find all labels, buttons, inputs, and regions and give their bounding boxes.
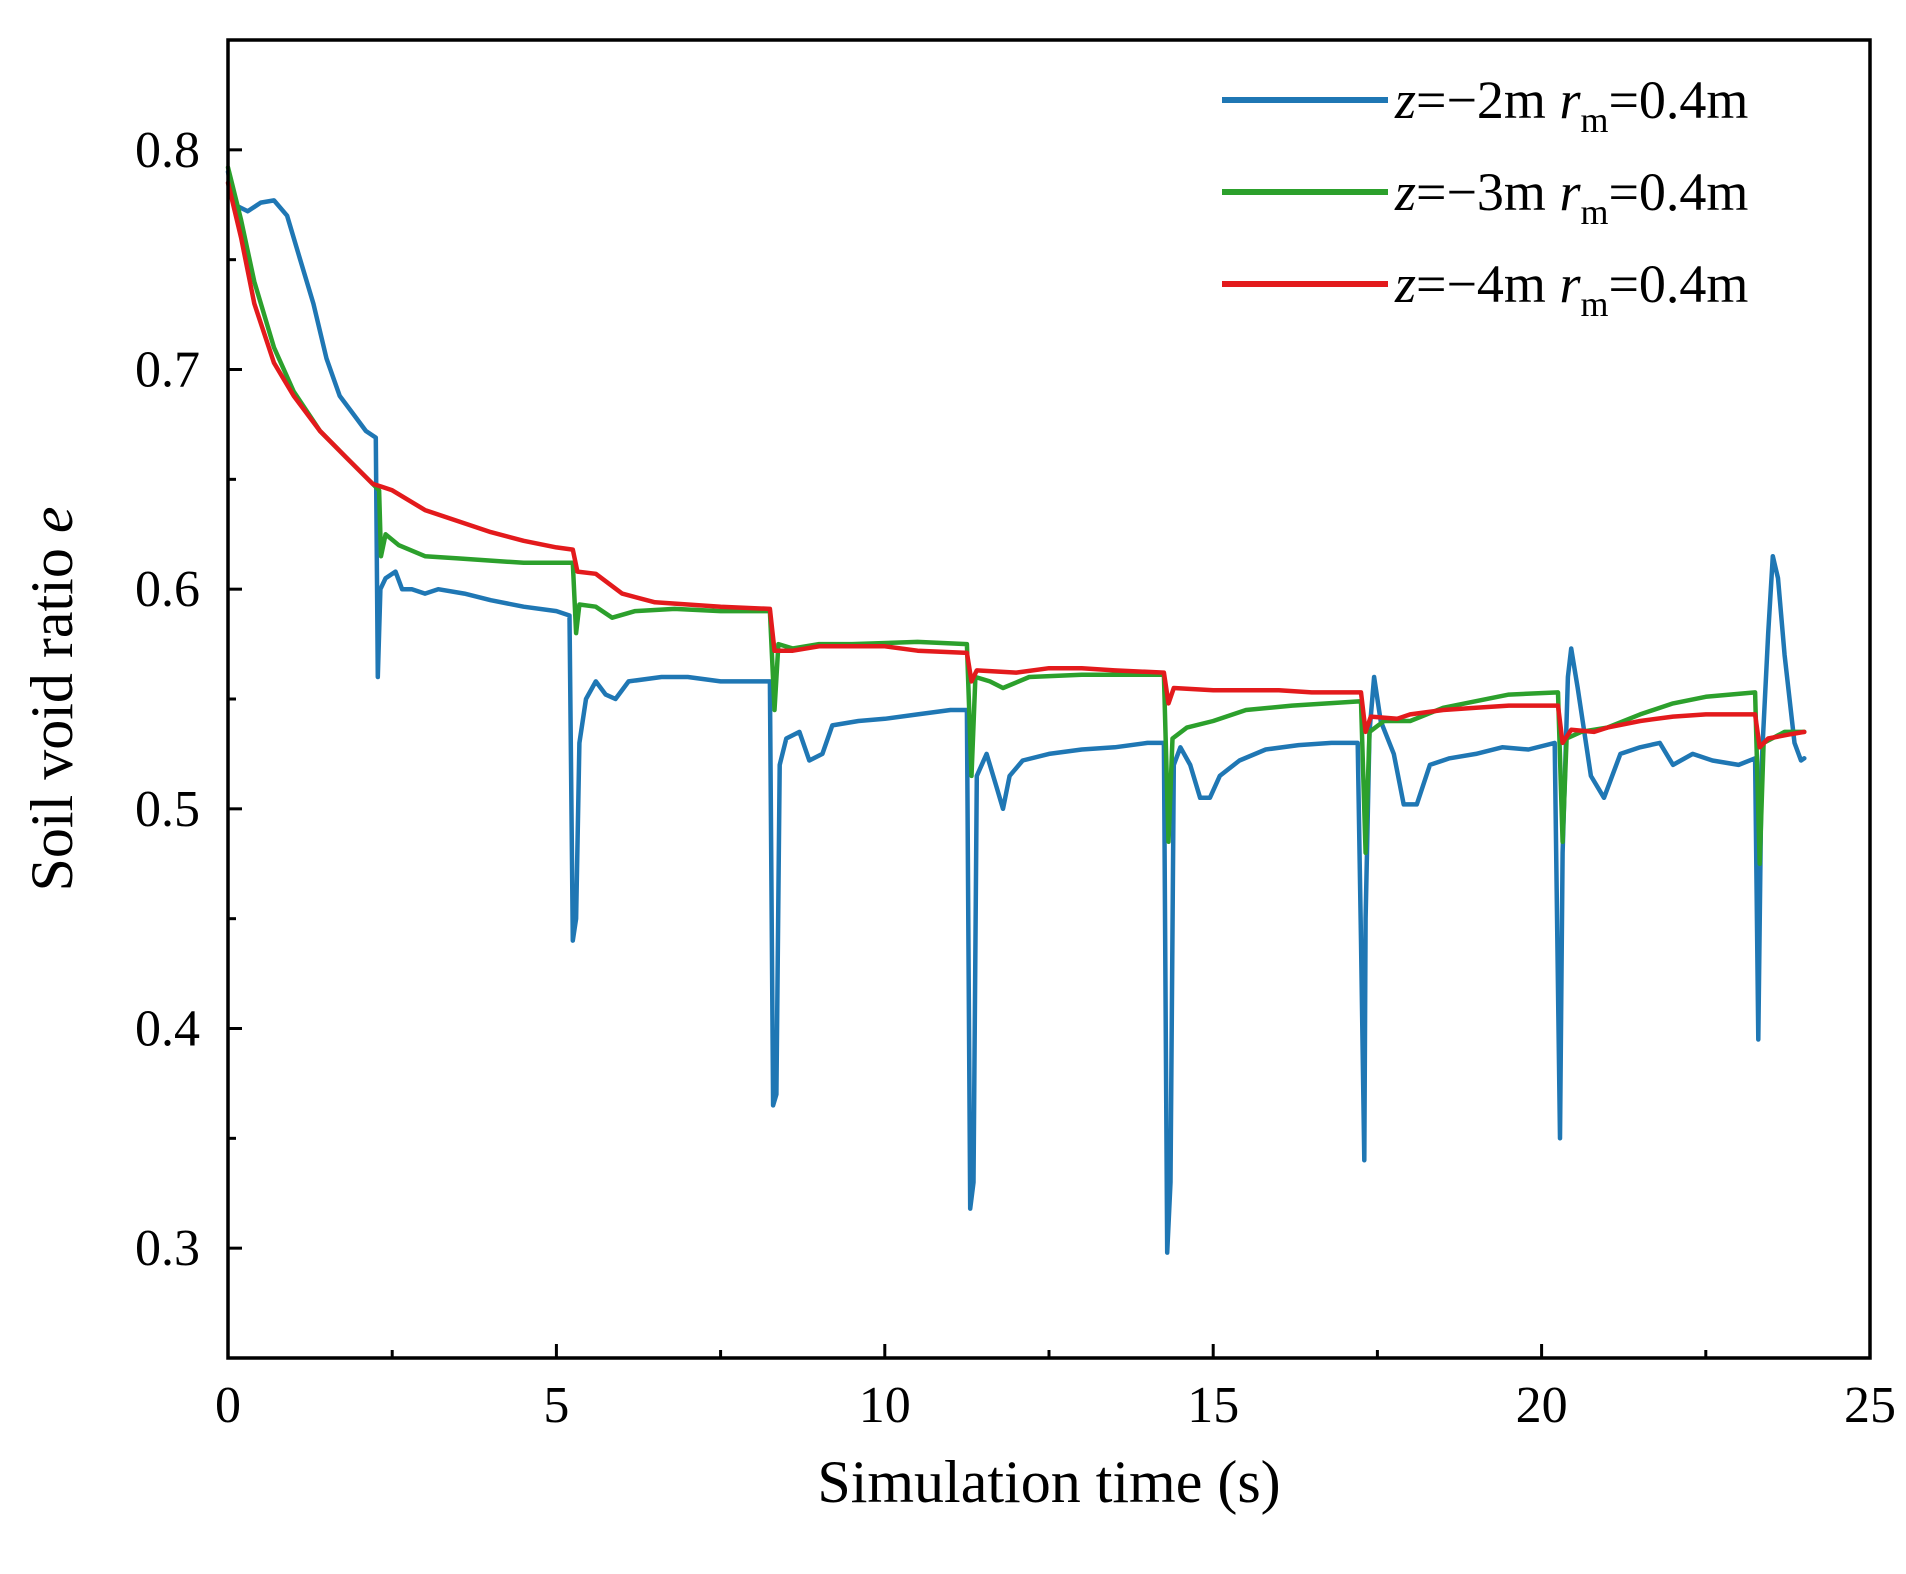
legend-depth: =−3m: [1416, 162, 1559, 222]
legend-sub: m: [1580, 100, 1608, 140]
legend-z: z: [1394, 162, 1416, 222]
y-axis-title-variable: e: [19, 507, 85, 534]
legend-label-3: z=−4m rm=0.4m: [1394, 254, 1748, 324]
legend-r: r: [1559, 162, 1581, 222]
legend-sub: m: [1580, 192, 1608, 232]
x-tick-label: 10: [859, 1377, 911, 1434]
y-axis-title-main: Soil void ratio: [19, 533, 85, 891]
legend: z=−2m rm=0.4mz=−3m rm=0.4mz=−4m rm=0.4m: [1222, 70, 1748, 324]
x-axis-title: Simulation time (s): [817, 1449, 1280, 1515]
ticks-layer: 0 5 10 15 20 25 0.3 0.4 0.5 0.6 0.7 0.8: [135, 38, 1896, 1434]
legend-sub: m: [1580, 284, 1608, 324]
x-tick-label: 0: [215, 1377, 241, 1434]
y-tick-label: 0.3: [135, 1220, 200, 1277]
series-layer: [225, 165, 1807, 1255]
x-tick-label: 15: [1187, 1377, 1239, 1434]
y-tick-label: 0.6: [135, 561, 200, 618]
legend-label-1: z=−2m rm=0.4m: [1394, 70, 1748, 140]
series-line-1: [225, 169, 1807, 1255]
y-tick-label: 0.7: [135, 342, 200, 399]
series-line-3: [225, 180, 1807, 750]
legend-depth: =−2m: [1416, 70, 1559, 130]
legend-r: r: [1559, 254, 1581, 314]
legend-radius: =0.4m: [1608, 70, 1748, 130]
x-tick-label: 5: [543, 1377, 569, 1434]
y-tick-label: 0.5: [135, 781, 200, 838]
legend-depth: =−4m: [1416, 254, 1559, 314]
y-tick-label: 0.8: [135, 122, 200, 179]
legend-r: r: [1559, 70, 1581, 130]
legend-z: z: [1394, 254, 1416, 314]
legend-label-2: z=−3m rm=0.4m: [1394, 162, 1748, 232]
x-tick-label: 25: [1844, 1377, 1896, 1434]
x-tick-label: 20: [1516, 1377, 1568, 1434]
series-line-2: [225, 165, 1807, 867]
legend-z: z: [1394, 70, 1416, 130]
y-tick-label: 0.4: [135, 1001, 200, 1058]
y-axis-title: Soil void ratio e: [19, 507, 85, 892]
legend-radius: =0.4m: [1608, 162, 1748, 222]
legend-radius: =0.4m: [1608, 254, 1748, 314]
